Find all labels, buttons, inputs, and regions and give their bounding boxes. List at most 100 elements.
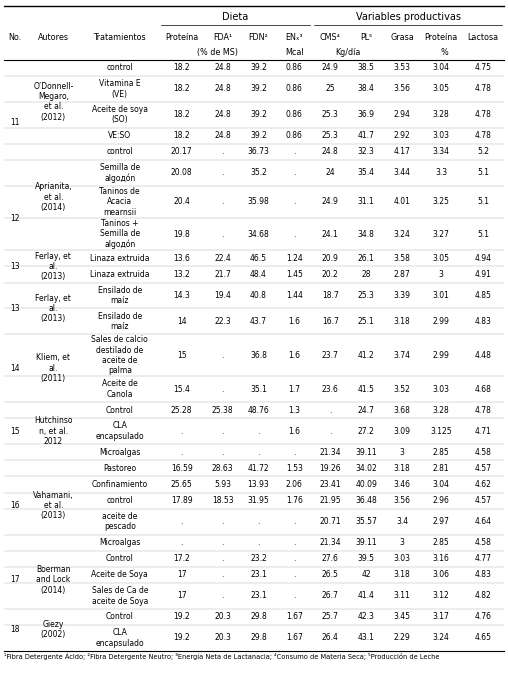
Text: 3.74: 3.74 [394,351,410,360]
Text: 14: 14 [10,364,20,372]
Text: 34.02: 34.02 [356,464,377,473]
Text: %: % [440,48,448,57]
Text: 36.48: 36.48 [356,496,377,505]
Text: 19.2: 19.2 [173,633,190,642]
Text: 25.28: 25.28 [171,406,193,415]
Text: 23.6: 23.6 [322,385,339,394]
Text: .: . [258,448,260,457]
Text: 25.7: 25.7 [322,612,339,622]
Text: 20.4: 20.4 [173,198,190,206]
Text: 3.28: 3.28 [433,110,450,119]
Text: .: . [293,554,296,563]
Text: 26.1: 26.1 [358,254,375,263]
Text: 3.58: 3.58 [394,254,410,263]
Text: 3.03: 3.03 [394,554,410,563]
Text: 4.78: 4.78 [474,84,491,93]
Text: 11: 11 [10,118,20,127]
Text: Vitamina E
(VE): Vitamina E (VE) [99,79,141,99]
Text: 41.72: 41.72 [248,464,269,473]
Text: 39.2: 39.2 [250,63,267,72]
Text: .: . [221,554,224,563]
Text: 4.94: 4.94 [474,254,492,263]
Text: .: . [258,538,260,547]
Text: 2.99: 2.99 [433,351,450,360]
Text: 1.6: 1.6 [289,427,300,436]
Text: 24.9: 24.9 [322,198,339,206]
Text: 4.83: 4.83 [474,571,491,579]
Text: 19.4: 19.4 [214,291,231,300]
Text: Giezy
(2002): Giezy (2002) [41,620,66,640]
Text: Control: Control [106,612,134,622]
Text: 21.34: 21.34 [320,448,341,457]
Text: control: control [106,496,133,505]
Text: .: . [293,230,296,239]
Text: .: . [293,168,296,177]
Text: 27.6: 27.6 [322,554,339,563]
Text: Dieta: Dieta [223,12,248,22]
Text: 1.3: 1.3 [289,406,300,415]
Text: .: . [329,427,332,436]
Text: 2.29: 2.29 [394,633,410,642]
Text: 0.86: 0.86 [286,63,303,72]
Text: 4.85: 4.85 [474,291,491,300]
Text: 41.2: 41.2 [358,351,375,360]
Text: 20.3: 20.3 [214,612,231,622]
Text: Proteína: Proteína [425,33,458,42]
Text: 3.34: 3.34 [433,148,450,157]
Text: .: . [180,448,183,457]
Text: .: . [180,427,183,436]
Text: 3.11: 3.11 [394,592,410,601]
Text: Sales de calcio
destilado de
aceite de
palma: Sales de calcio destilado de aceite de p… [91,335,148,375]
Text: 42: 42 [362,571,371,579]
Text: 4.75: 4.75 [474,63,492,72]
Text: 1.24: 1.24 [286,254,303,263]
Text: 21.34: 21.34 [320,538,341,547]
Text: 14: 14 [177,317,186,326]
Text: O’Donnell-
Megaro,
et al.
(2012): O’Donnell- Megaro, et al. (2012) [33,81,74,122]
Text: FDA¹: FDA¹ [213,33,232,42]
Text: 39.2: 39.2 [250,131,267,140]
Text: 4.62: 4.62 [474,480,491,489]
Text: Semilla de
algoдón: Semilla de algoдón [100,163,140,183]
Text: 20.17: 20.17 [171,148,193,157]
Text: 39.5: 39.5 [358,554,375,563]
Text: 4.77: 4.77 [474,554,492,563]
Text: Aprianita,
et al.
(2014): Aprianita, et al. (2014) [35,182,72,212]
Text: 3.01: 3.01 [433,291,450,300]
Text: 3.56: 3.56 [394,496,410,505]
Text: 17: 17 [10,575,20,584]
Text: 3.68: 3.68 [394,406,410,415]
Text: 2.87: 2.87 [394,270,410,279]
Text: 36.73: 36.73 [247,148,269,157]
Text: 3.3: 3.3 [435,168,447,177]
Text: 21.95: 21.95 [320,496,341,505]
Text: 17: 17 [177,571,186,579]
Text: 2.85: 2.85 [433,448,450,457]
Text: 0.86: 0.86 [286,131,303,140]
Text: 40.8: 40.8 [250,291,267,300]
Text: 2.94: 2.94 [394,110,410,119]
Text: 38.4: 38.4 [358,84,375,93]
Text: 2.06: 2.06 [286,480,303,489]
Text: 38.5: 38.5 [358,63,375,72]
Text: 2.97: 2.97 [433,517,450,526]
Text: 3.52: 3.52 [394,385,410,394]
Text: 3.56: 3.56 [394,84,410,93]
Text: 41.7: 41.7 [358,131,375,140]
Text: 3.53: 3.53 [394,63,410,72]
Text: 35.2: 35.2 [250,168,267,177]
Text: 14.3: 14.3 [173,291,190,300]
Text: 18.53: 18.53 [212,496,233,505]
Text: ¹Fibra Detergente Ácido; ²Fibra Detergente Neutro; ³Energía Neta de Lactanacia; : ¹Fibra Detergente Ácido; ²Fibra Detergen… [4,653,439,661]
Text: 3.45: 3.45 [394,612,410,622]
Text: 5.1: 5.1 [477,168,489,177]
Text: 0.86: 0.86 [286,110,303,119]
Text: (% de MS): (% de MS) [197,48,238,57]
Text: 27.2: 27.2 [358,427,375,436]
Text: 4.78: 4.78 [474,110,491,119]
Text: 26.5: 26.5 [322,571,339,579]
Text: 3.125: 3.125 [430,427,452,436]
Text: 22.4: 22.4 [214,254,231,263]
Text: 4.65: 4.65 [474,633,492,642]
Text: 3.18: 3.18 [394,317,410,326]
